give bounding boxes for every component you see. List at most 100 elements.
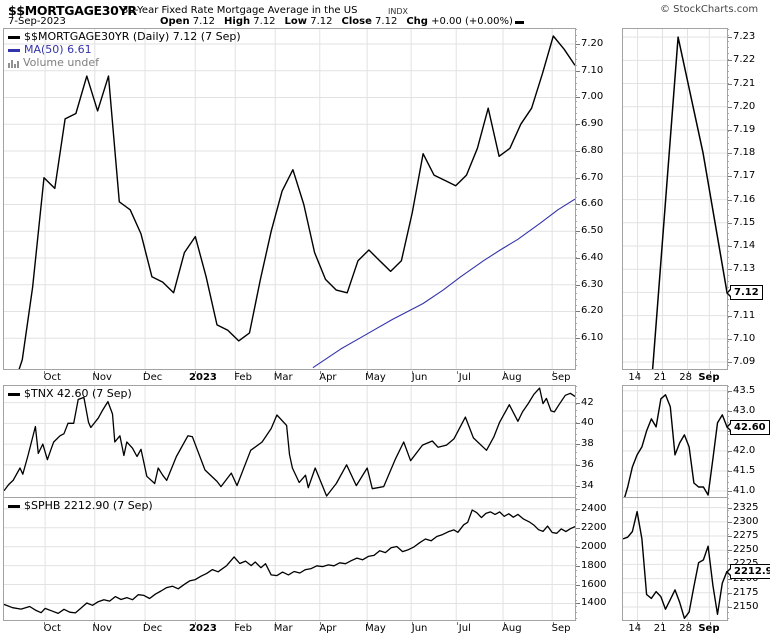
y-tick-label: 2200 [581, 521, 607, 533]
x-tick-label: 21 [653, 623, 667, 634]
legend-price: $$MORTGAGE30YR (Daily) 7.12 (7 Sep) [8, 31, 241, 43]
y-tick-mark [728, 450, 732, 452]
y-tick-label: 38 [581, 438, 594, 450]
x-tick-label: Feb [234, 623, 252, 634]
x-tick-label: Feb [234, 372, 252, 383]
y-tick-mark [728, 176, 732, 178]
x-tick-label: Dec [142, 623, 163, 634]
y-tick-mark [576, 508, 580, 510]
y-tick-label: 41.5 [733, 464, 756, 476]
y-tick-label: 6.80 [581, 144, 604, 156]
x-tick-label: Apr [319, 623, 337, 634]
y-tick-label: 6.50 [581, 225, 604, 237]
x-tick-label: Jun [411, 623, 428, 634]
symbol-title: $$MORTGAGE30YR [8, 3, 137, 18]
x-tick-mark [44, 622, 46, 625]
panel-sphb_mini [622, 497, 728, 621]
x-tick-label: Jul [458, 372, 471, 383]
x-tick-label: 21 [653, 372, 667, 383]
x-tick-mark [319, 371, 321, 374]
y-tick-label: 43.0 [733, 404, 756, 416]
x-tick-mark [411, 371, 413, 374]
legend-ma50: MA(50) 6.61 [8, 44, 92, 56]
x-tick-mark [275, 371, 277, 374]
y-tick-label: 6.30 [581, 278, 604, 290]
price-line [18, 35, 575, 369]
y-tick-mark [576, 444, 580, 446]
x-tick-label: Nov [92, 372, 112, 383]
y-tick-label: 2250 [733, 544, 759, 556]
y-tick-mark [576, 546, 580, 548]
y-tick-mark [728, 269, 732, 271]
x-tick-mark [194, 622, 196, 625]
y-tick-mark [576, 527, 580, 529]
x-tick-mark [662, 371, 664, 374]
y-tick-label: 6.90 [581, 118, 604, 130]
y-tick-label: 6.70 [581, 171, 604, 183]
low-quote: Low 7.12 [284, 16, 333, 27]
y-tick-mark [576, 204, 580, 206]
y-tick-mark [728, 390, 732, 392]
y-tick-mark [728, 83, 732, 85]
legend-volume: Volume undef [8, 57, 99, 69]
x-tick-label: 14 [628, 623, 642, 634]
x-tick-mark [367, 371, 369, 374]
y-tick-label: 7.10 [733, 332, 756, 344]
x-tick-label: May [365, 372, 386, 383]
y-tick-mark [576, 402, 580, 404]
y-tick-label: 40 [581, 417, 594, 429]
ohlc-quote-row: Open 7.12 High 7.12 Low 7.12 Close 7.12 … [160, 16, 524, 27]
x-tick-mark [687, 622, 689, 625]
x-tick-mark [235, 622, 237, 625]
volume-bars-icon [8, 59, 19, 68]
y-tick-mark [728, 153, 732, 155]
y-tick-label: 43.5 [733, 384, 756, 396]
axis-minor-ticks [576, 386, 577, 497]
x-tick-mark [411, 622, 413, 625]
x-tick-mark [687, 371, 689, 374]
y-tick-label: 6.10 [581, 332, 604, 344]
x-tick-label: 28 [679, 623, 692, 634]
x-tick-mark [662, 622, 664, 625]
x-tick-mark [456, 371, 458, 374]
y-tick-mark [728, 37, 732, 39]
x-tick-label: Aug [502, 623, 522, 634]
legend-label: Volume undef [23, 56, 99, 69]
y-tick-label: 7.14 [733, 239, 756, 251]
x-tick-mark [553, 622, 555, 625]
axis-minor-ticks [728, 29, 729, 369]
gridlines [4, 498, 575, 620]
y-tick-mark [576, 70, 580, 72]
y-tick-label: 34 [581, 479, 594, 491]
y-tick-mark [728, 245, 732, 247]
x-tick-mark [275, 622, 277, 625]
y-tick-label: 7.15 [733, 216, 756, 228]
y-tick-mark [728, 410, 732, 412]
price-callout-sphb_mini: 2212.90 [726, 564, 770, 580]
chart-tnx_mini [623, 386, 727, 497]
close-quote: Close 7.12 [341, 16, 398, 27]
y-tick-label: 6.60 [581, 198, 604, 210]
price-line [623, 510, 727, 620]
line-swatch-icon [8, 48, 20, 52]
chart-sphb_mini [623, 498, 727, 620]
x-tick-mark [553, 371, 555, 374]
x-tick-label: Oct [43, 623, 61, 634]
price-callout-mortgage_mini: 7.12 [726, 285, 763, 301]
y-tick-label: 7.22 [733, 54, 756, 66]
x-tick-label: Apr [319, 372, 337, 383]
panel-tnx_mini [622, 385, 728, 498]
x-tick-mark [144, 622, 146, 625]
x-tick-mark [503, 622, 505, 625]
y-tick-mark [576, 177, 580, 179]
x-tick-mark [44, 371, 46, 374]
x-tick-mark [636, 371, 638, 374]
y-tick-label: 6.20 [581, 305, 604, 317]
panel-mortgage_mini [622, 28, 728, 370]
panel-mortgage_main [3, 28, 576, 370]
x-tick-mark [94, 371, 96, 374]
y-tick-label: 7.23 [733, 31, 756, 43]
axis-minor-ticks [576, 498, 577, 620]
x-tick-label: Dec [142, 372, 163, 383]
